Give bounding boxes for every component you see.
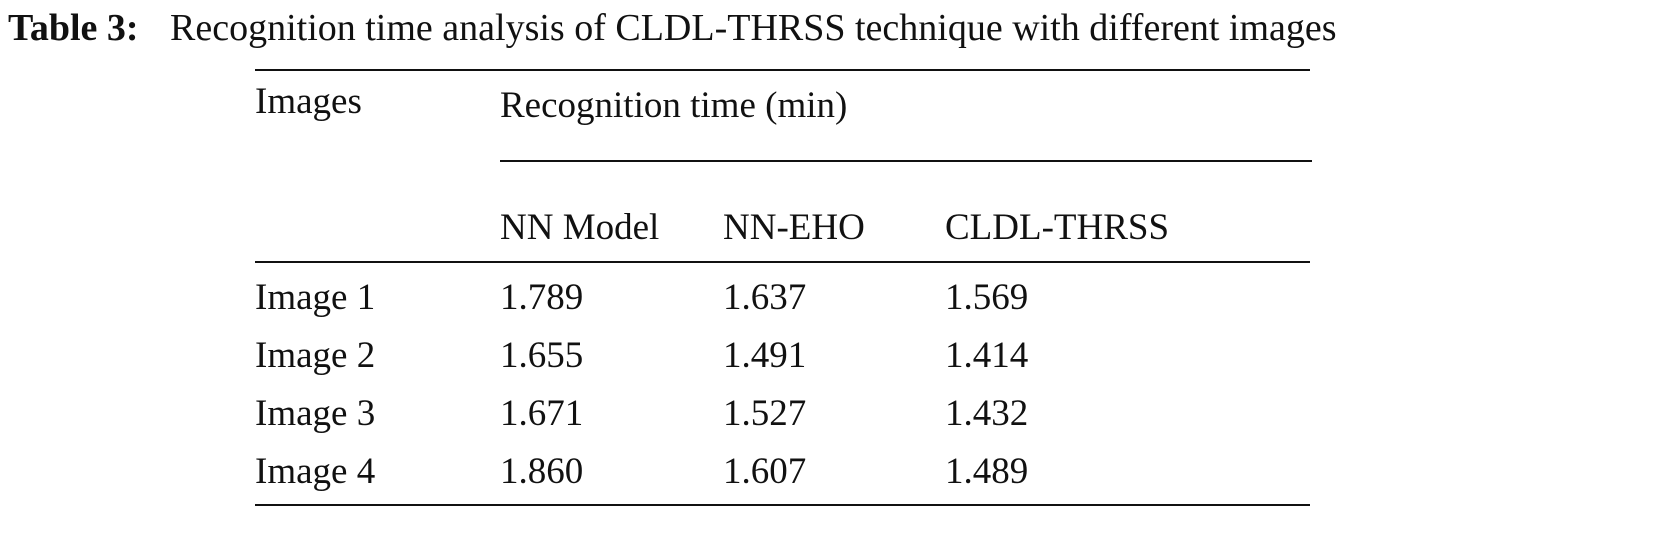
cell: 1.569 [945,277,1029,318]
row-label: Image 4 [255,451,376,492]
caption-title: Recognition time analysis of CLDL-THRSS … [170,7,1337,49]
row-label: Image 3 [255,393,376,434]
bottom-rule [255,504,1310,506]
cell: 1.655 [500,335,584,376]
group-header: Recognition time (min) [500,85,848,126]
group-rule [500,160,1312,162]
top-rule [255,69,1310,71]
cell: 1.607 [723,451,807,492]
column-header: CLDL-THRSS [945,207,1170,248]
header-rule [255,261,1310,263]
cell: 1.432 [945,393,1029,434]
cell: 1.860 [500,451,584,492]
cell: 1.414 [945,335,1029,376]
row-label: Image 2 [255,335,376,376]
column-header: NN Model [500,207,660,248]
cell: 1.671 [500,393,584,434]
cell: 1.789 [500,277,584,318]
row-header: Images [255,81,362,122]
column-header: NN-EHO [723,207,865,248]
row-label: Image 1 [255,277,376,318]
cell: 1.489 [945,451,1029,492]
cell: 1.527 [723,393,807,434]
caption-label: Table 3: [8,7,139,49]
cell: 1.491 [723,335,807,376]
cell: 1.637 [723,277,807,318]
